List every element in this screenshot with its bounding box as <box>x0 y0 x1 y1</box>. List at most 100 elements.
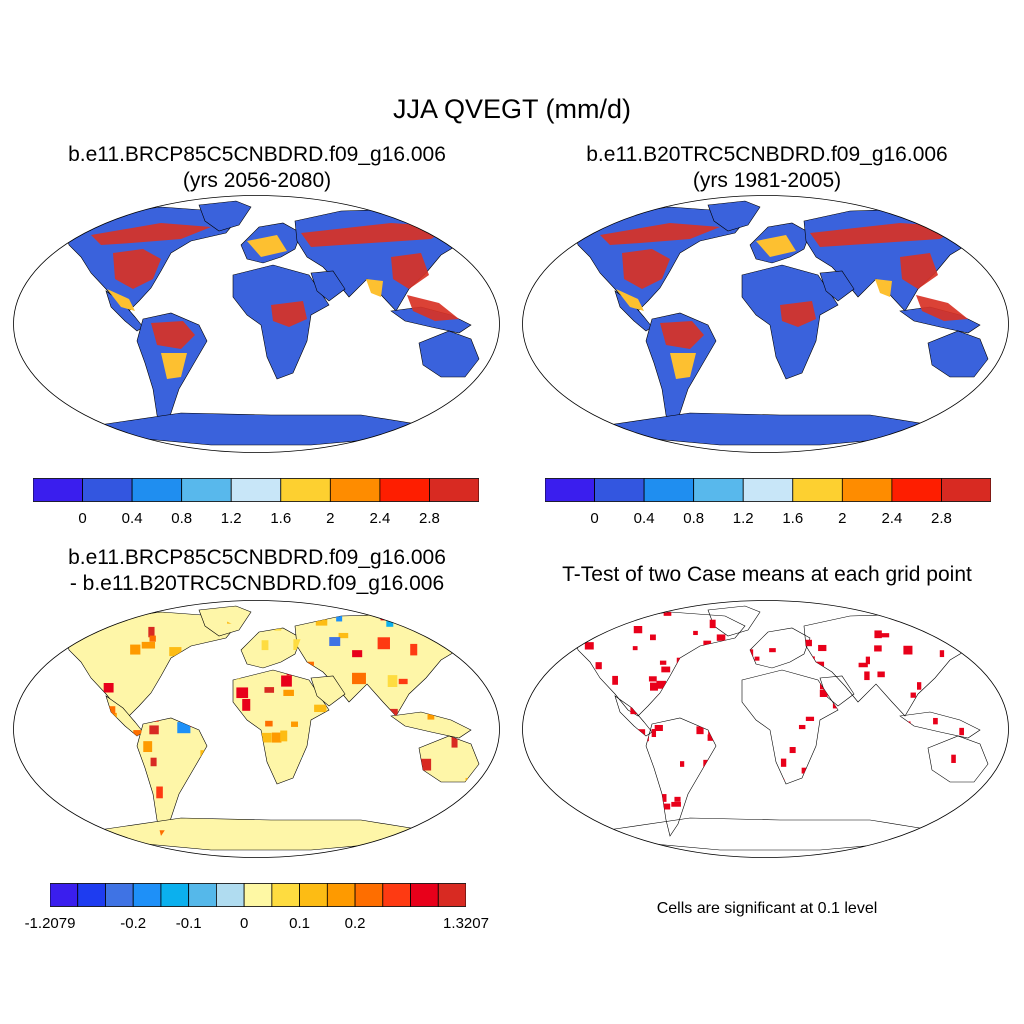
cbar2-box-3 <box>693 478 744 502</box>
map-content <box>574 605 989 851</box>
cbar3-box-5 <box>188 883 217 907</box>
hot-northern-forests <box>600 223 720 245</box>
hot-southeast-asia <box>916 295 968 321</box>
cbar2-tick-label: 2.8 <box>931 510 952 527</box>
hot-siberia <box>301 223 451 247</box>
panel2-title-line1: b.e11.B20TRC5CNBDRD.f09_g16.006 <box>586 143 948 166</box>
panel2-title-line2: (yrs 1981-2005) <box>692 169 842 192</box>
warm-india <box>875 279 892 297</box>
map-border <box>13 195 500 453</box>
hot-eastern-us <box>113 249 161 289</box>
significance-note: Cells are significant at 0.1 level <box>656 900 878 917</box>
cbar2-box-4 <box>742 478 794 502</box>
cbar3-box-1 <box>77 883 106 907</box>
cbar2-box-6 <box>841 478 893 502</box>
cbar2-tick-label: 1.6 <box>782 510 804 527</box>
cbar1-box-1 <box>82 478 133 502</box>
cbar3-box-12 <box>382 883 411 907</box>
cbar3-tick-label: 0.2 <box>344 915 366 932</box>
warm-europe-warm <box>756 235 796 257</box>
cbar2-box-2 <box>643 478 695 502</box>
cbar1-tick-label: 1.2 <box>220 510 242 527</box>
cbar3-box-7 <box>243 883 273 907</box>
panel3-title-line1: b.e11.BRCP85C5CNBDRD.f09_g16.006 <box>68 546 446 569</box>
land-greenland <box>707 200 761 232</box>
cbar1-tick-label: 0.4 <box>121 510 143 527</box>
cbar2-tick-label: 2 <box>838 510 847 527</box>
cbar3-tick-label: -0.2 <box>120 915 147 932</box>
land-arabia <box>310 270 346 302</box>
panel1-title-line2: (yrs 2056-2080) <box>182 169 332 192</box>
cbar3-box-2 <box>105 883 134 907</box>
cbar3-tick-label: -0.1 <box>175 915 202 932</box>
cbar1-tick-label: 2.4 <box>369 510 391 527</box>
hot-east-china <box>391 253 429 289</box>
warm-mexico <box>107 289 135 311</box>
cbar2-tick-label: 0.8 <box>683 510 705 527</box>
map-content <box>574 200 989 446</box>
land-antarctica <box>98 412 424 446</box>
colorbar-difference <box>50 883 466 907</box>
cbar3-box-14 <box>437 883 466 907</box>
cells-indonesia <box>427 712 435 720</box>
land-arabia <box>310 675 346 707</box>
hot-amazon <box>151 321 195 349</box>
cbar1-box-8 <box>429 478 479 502</box>
hot-central-africa <box>271 301 307 327</box>
cbar3-tick-label: -1.2079 <box>24 915 76 932</box>
warm-india <box>366 279 383 297</box>
panel4-title: T-Test of two Case means at each grid po… <box>562 563 972 586</box>
cbar3-box-8 <box>271 883 301 907</box>
main-title: JJA QVEGT (mm/d) <box>392 94 632 124</box>
hot-central-africa <box>780 301 816 327</box>
cbar2-box-7 <box>891 478 942 502</box>
cbar2-box-5 <box>792 478 843 502</box>
land-greenland <box>198 200 252 232</box>
cbar2-tick-label: 2.4 <box>881 510 903 527</box>
hot-siberia <box>810 223 960 247</box>
cbar1-box-2 <box>131 478 183 502</box>
outline-antarctica <box>607 817 933 851</box>
colorbar-panel1 <box>33 478 479 502</box>
map-content <box>65 200 480 446</box>
hot-amazon <box>660 321 704 349</box>
cbar1-box-5 <box>280 478 331 502</box>
land-arabia <box>819 270 855 302</box>
significant-cells-asia <box>804 614 988 716</box>
cbar3-tick-label: 1.3207 <box>443 915 489 932</box>
cbar3-box-0 <box>50 883 79 907</box>
hot-northern-forests <box>91 223 211 245</box>
cbar1-box-6 <box>329 478 381 502</box>
outline-indonesia <box>899 711 981 739</box>
map-border <box>522 600 1009 858</box>
cbar1-box-0 <box>33 478 83 502</box>
panel3-difference-map <box>13 600 500 858</box>
panel1-map <box>13 195 500 453</box>
outline-europe <box>749 627 811 669</box>
panel2-map <box>522 195 1009 453</box>
hot-eastern-us <box>622 249 670 289</box>
cbar3-box-4 <box>160 883 190 907</box>
cbar2-box-1 <box>594 478 645 502</box>
warm-europe-warm <box>247 235 287 257</box>
land-australia <box>418 735 480 783</box>
cbar1-box-7 <box>379 478 430 502</box>
cbar3-box-11 <box>354 883 384 907</box>
cbar1-tick-label: 0 <box>78 510 87 527</box>
cbar3-box-3 <box>132 883 162 907</box>
land-antarctica <box>607 412 933 446</box>
land-africa <box>232 669 330 785</box>
map-border <box>522 195 1009 453</box>
hot-southeast-asia <box>407 295 459 321</box>
cbar2-tick-label: 1.2 <box>732 510 754 527</box>
land-indonesia <box>390 711 472 739</box>
cbar1-box-3 <box>181 478 232 502</box>
outline-central-america <box>614 695 653 737</box>
land-australia <box>418 330 480 378</box>
map-border <box>13 600 500 858</box>
cbar3-tick-label: 0.1 <box>289 915 311 932</box>
cbar3-box-9 <box>299 883 328 907</box>
panel4-ttest-map <box>522 600 1009 858</box>
cbar1-tick-label: 2 <box>326 510 335 527</box>
land-antarctica <box>98 817 424 851</box>
